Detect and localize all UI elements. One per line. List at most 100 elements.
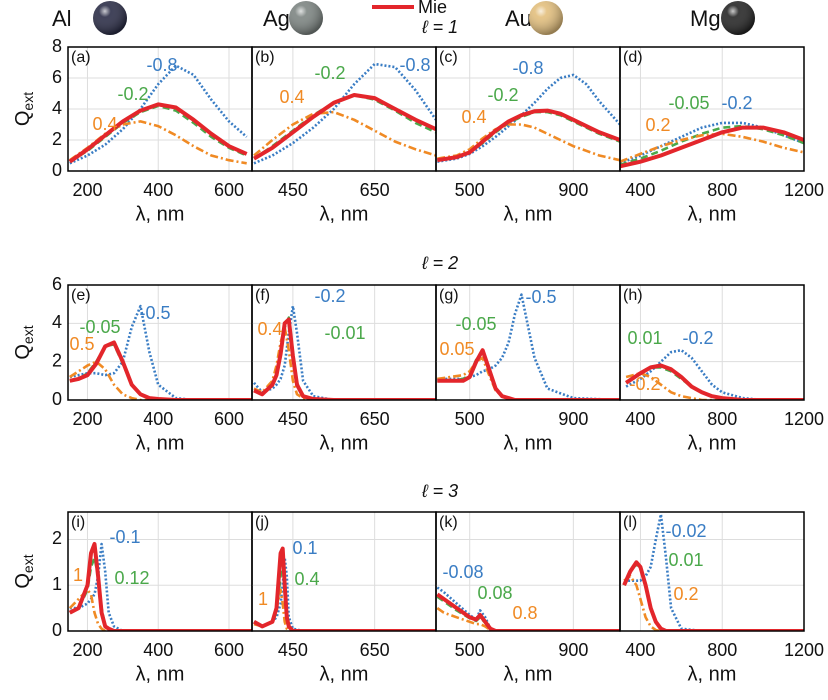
y-axis-label: Qext (12, 325, 35, 359)
x-axis-label: λ, nm (504, 432, 553, 454)
row-title: ℓ = 1 (421, 17, 458, 37)
x-tick-label: 900 (558, 409, 588, 429)
panel-label: (j) (255, 514, 269, 531)
x-tick-label: 800 (707, 640, 737, 660)
series-annotation: -0.1 (109, 527, 140, 547)
x-tick-label: 450 (278, 180, 308, 200)
x-axis-label: λ, nm (136, 432, 185, 454)
series-line (69, 340, 252, 400)
series-annotation: -0.2 (682, 328, 713, 348)
series-annotation: 0.08 (477, 583, 512, 603)
series-line (253, 110, 436, 157)
series-annotation: 0.8 (512, 603, 537, 623)
series-annotation: 0.4 (294, 569, 319, 589)
x-tick-label: 650 (360, 180, 390, 200)
series-group (68, 64, 248, 165)
series-line (437, 348, 620, 400)
x-tick-label: 200 (72, 409, 102, 429)
series-annotation: -0.2 (487, 85, 518, 105)
x-tick-label: 200 (72, 180, 102, 200)
series-annotation: 1 (73, 565, 83, 585)
panel-label: (k) (439, 514, 458, 531)
x-axis-label: λ, nm (320, 663, 369, 685)
series-group (622, 512, 804, 631)
series-annotation: 0.1 (292, 538, 317, 558)
panel-label: (f) (255, 287, 270, 304)
series-group (253, 546, 436, 631)
series-annotation: 0.4 (92, 114, 117, 134)
x-axis-label: λ, nm (504, 203, 553, 225)
series-annotation: 0.4 (279, 87, 304, 107)
y-axis-label-main: Q (12, 111, 34, 127)
y-axis-label-main: Q (12, 344, 34, 360)
x-tick-label: 600 (214, 180, 244, 200)
series-line (68, 542, 252, 631)
panel-frame (619, 284, 805, 401)
material-label: Au (505, 6, 532, 31)
series-line (69, 64, 248, 165)
sphere-shine (289, 1, 323, 35)
panel: 450 650 λ, nm -0.2 -0.01 0.4 (f) (251, 284, 437, 454)
y-axis-label-main: Q (12, 573, 34, 589)
series-annotation: -0.02 (665, 521, 706, 541)
series-annotation: -0.2 (314, 286, 345, 306)
series-annotation: -0.2 (314, 63, 345, 83)
series-annotation: -0.08 (442, 562, 483, 582)
series-group (437, 293, 620, 400)
series-line (436, 586, 620, 631)
series-annotation: 0.4 (461, 107, 486, 127)
x-tick-label: 900 (558, 640, 588, 660)
series-annotation: 0.4 (257, 319, 282, 339)
y-tick-label: 0 (52, 160, 62, 180)
material-label: Ag (263, 6, 290, 31)
series-line (620, 125, 804, 169)
series-annotation: -0.8 (146, 55, 177, 75)
series-line (622, 560, 804, 631)
x-tick-label: 500 (455, 180, 485, 200)
x-tick-label: 650 (360, 409, 390, 429)
series-annotation: -0.2 (117, 84, 148, 104)
series-annotation: 0.01 (627, 328, 662, 348)
y-tick-label: 6 (52, 274, 62, 294)
series-line (436, 607, 620, 631)
x-tick-label: 200 (72, 640, 102, 660)
x-tick-label: 400 (625, 640, 655, 660)
panel: 200 400 600 0 2 4 6 λ, nm Qext -0.5 -0.050.5 (e) (12, 274, 253, 454)
series-annotation: -0.05 (79, 317, 120, 337)
series-group (436, 586, 620, 631)
y-tick-label: 8 (52, 36, 62, 56)
x-tick-label: 600 (214, 640, 244, 660)
series-line (436, 108, 620, 163)
series-group (624, 348, 804, 400)
series-annotation: -0.01 (324, 323, 365, 343)
panel: 450 650 λ, nm 0.1 0.4 1 (j) (251, 511, 437, 685)
sphere-shine (529, 1, 563, 35)
x-tick-label: 450 (278, 409, 308, 429)
panel: 200 400 600 0 2 4 6 8 λ, nm Qext -0.8 -0.20.4 (a) (12, 36, 253, 225)
series-annotation: 0.05 (439, 339, 474, 359)
y-axis-label-sub: ext (20, 554, 36, 573)
x-tick-label: 400 (143, 409, 173, 429)
series-line (437, 123, 620, 162)
y-tick-label: 2 (52, 528, 62, 548)
panel-frame (619, 46, 805, 172)
series-line (69, 360, 252, 400)
series-annotation: -0.5 (139, 303, 170, 323)
series-annotation: -0.8 (512, 58, 543, 78)
x-axis-label: λ, nm (688, 203, 737, 225)
y-tick-label: 6 (52, 67, 62, 87)
panel-label: (c) (439, 49, 458, 66)
x-tick-label: 400 (143, 640, 173, 660)
panel-label: (i) (71, 514, 85, 531)
y-tick-label: 4 (52, 98, 62, 118)
y-axis-label-sub: ext (20, 325, 36, 344)
series-line (620, 124, 804, 167)
panel: 400 800 1200 λ, nm -0.2 0.01 -0.2 (h) (619, 284, 824, 454)
y-tick-label: 1 (52, 574, 62, 594)
x-tick-label: 900 (558, 180, 588, 200)
y-axis-label: Qext (12, 554, 35, 588)
row-title: ℓ = 3 (421, 481, 458, 501)
